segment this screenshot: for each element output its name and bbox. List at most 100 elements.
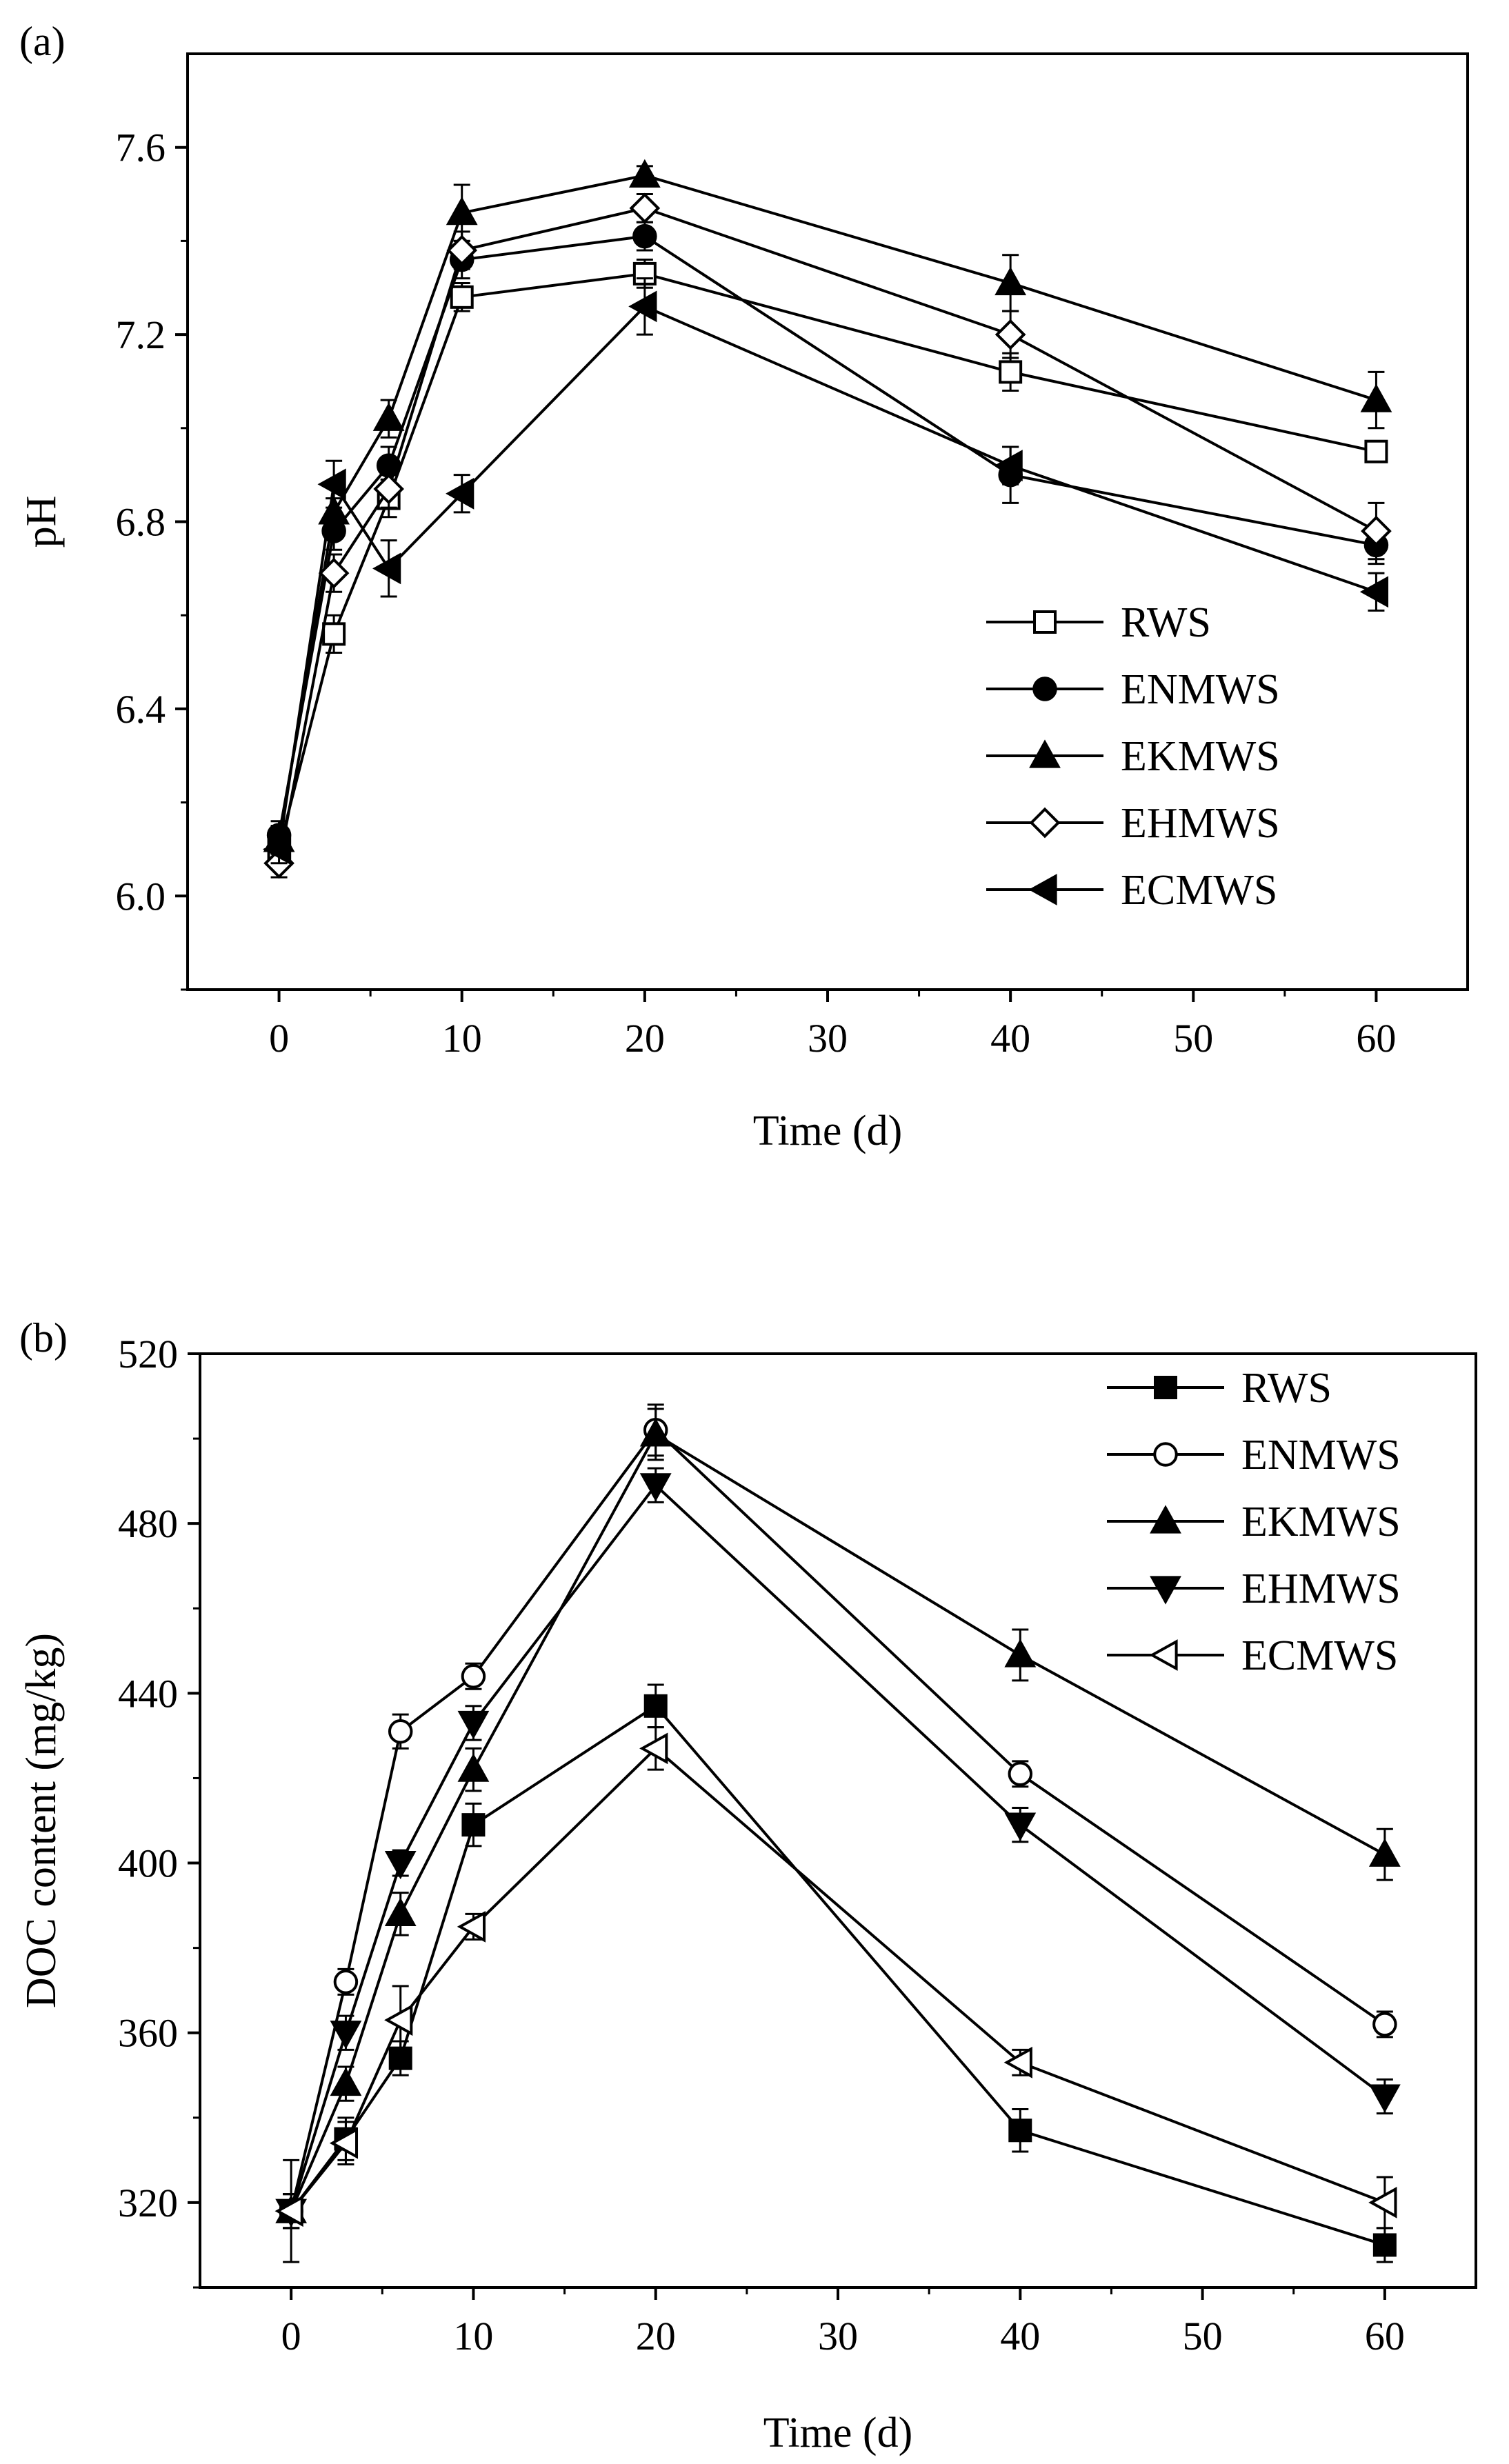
data-point — [639, 1473, 672, 1502]
data-point — [274, 2195, 303, 2227]
x-tick-label: 40 — [990, 1016, 1030, 1061]
data-point — [628, 159, 661, 188]
y-tick-label: 6.4 — [116, 687, 166, 732]
legend-item: ENMWS — [1107, 1432, 1401, 1479]
data-point — [372, 552, 401, 585]
data-point — [457, 1910, 486, 1943]
y-tick-label: 360 — [118, 2011, 178, 2056]
legend-marker — [1033, 610, 1057, 634]
data-point — [995, 319, 1026, 350]
legend-item: RWS — [1107, 1365, 1332, 1412]
data-point — [446, 234, 478, 266]
y-tick-label: 7.6 — [116, 126, 166, 170]
y-tick-label: 400 — [118, 1841, 178, 1886]
data-point — [333, 1970, 359, 1994]
data-point — [330, 2067, 362, 2096]
legend-marker — [1028, 874, 1057, 905]
legend-item: ECMWS — [986, 867, 1277, 914]
series-line — [290, 1428, 1386, 2212]
legend-marker — [1029, 807, 1061, 839]
data-point — [999, 360, 1023, 384]
data-point — [1008, 2119, 1032, 2143]
panel-b: (b) 0 10 20 30 40 50 60 320 360 400 440 480 520 Time (… — [18, 1315, 1477, 2456]
legend-marker — [1149, 1639, 1178, 1671]
legend-marker — [1154, 1376, 1177, 1399]
data-point — [639, 1732, 668, 1765]
legend-marker — [1150, 1576, 1181, 1605]
x-tick-label: 10 — [453, 2314, 493, 2358]
x-tick-label: 20 — [636, 2314, 676, 2358]
y-tick-label: 440 — [118, 1671, 178, 1716]
legend-label: ECMWS — [1241, 1632, 1398, 1679]
data-point — [461, 1813, 486, 1837]
data-point — [1361, 515, 1392, 547]
data-point — [632, 223, 657, 249]
y-axis-title: DOC content (mg/kg) — [18, 1633, 65, 2008]
data-point — [322, 622, 346, 646]
y-tick-label: 7.2 — [116, 312, 166, 357]
panel-label: (b) — [19, 1315, 68, 1361]
data-point — [1368, 1838, 1401, 1867]
data-point — [629, 192, 661, 224]
x-tick-label: 10 — [442, 1016, 482, 1061]
legend-label: RWS — [1121, 599, 1211, 646]
series-ehmws — [275, 1467, 1401, 2230]
legend: RWS ENMWS EKMWS EHMWS ECMWS — [1107, 1365, 1401, 1679]
data-point — [373, 473, 404, 505]
data-point — [384, 2004, 413, 2036]
x-tick-label: 0 — [281, 2314, 301, 2358]
data-point — [262, 833, 292, 865]
legend-label: ENMWS — [1121, 666, 1280, 713]
x-tick-label: 50 — [1183, 2314, 1223, 2358]
data-point — [628, 290, 657, 323]
x-tick-label: 40 — [1000, 2314, 1040, 2358]
series-enmws — [279, 1403, 1397, 2230]
data-point — [1359, 576, 1389, 608]
legend-label: ENMWS — [1241, 1432, 1401, 1479]
legend-marker — [1150, 1505, 1181, 1534]
legend-marker — [1029, 739, 1061, 768]
legend-item: EHMWS — [986, 800, 1280, 847]
series-line — [290, 1432, 1386, 2212]
data-point — [318, 496, 350, 525]
data-point — [446, 477, 474, 510]
y-tick-label: 320 — [118, 2181, 178, 2225]
legend-label: EHMWS — [1241, 1565, 1401, 1612]
data-point — [317, 468, 346, 501]
series-line — [290, 1746, 1386, 2212]
data-point — [643, 1694, 668, 1718]
y-tick-label: 6.0 — [116, 874, 166, 919]
data-point — [1372, 2233, 1397, 2257]
data-point — [1364, 439, 1388, 463]
legend-label: ECMWS — [1121, 867, 1277, 914]
data-point — [639, 1418, 672, 1447]
x-tick-label: 0 — [269, 1016, 289, 1061]
data-point — [995, 266, 1027, 296]
data-point — [372, 402, 405, 431]
data-point — [1004, 1812, 1037, 1841]
data-point — [1004, 1639, 1037, 1667]
data-point — [457, 1753, 490, 1782]
plot-frame — [199, 1352, 1477, 2289]
x-axis-title: Time (d) — [753, 1108, 902, 1154]
legend-item: EKMWS — [986, 733, 1280, 780]
data-point — [1372, 2012, 1397, 2037]
panel-label: (a) — [19, 19, 66, 64]
legend-item: ECMWS — [1107, 1632, 1398, 1679]
x-tick-label: 30 — [818, 2314, 858, 2358]
x-axis-title: Time (d) — [763, 2410, 912, 2456]
x-tick-label: 20 — [625, 1016, 665, 1061]
legend-marker — [1153, 1442, 1178, 1467]
data-point — [388, 1719, 413, 1744]
data-point — [1003, 2046, 1032, 2079]
panel-a: (a) 0 10 20 30 40 50 60 6.0 6.4 6.8 7.2 7.6 Time (d) p… — [18, 19, 1469, 1154]
data-point — [457, 1710, 490, 1740]
legend-label: RWS — [1241, 1365, 1332, 1412]
legend-marker — [1032, 677, 1057, 701]
data-point — [461, 1663, 486, 1689]
series-ecmws — [262, 277, 1389, 865]
data-point — [329, 2127, 359, 2159]
series-ekmws — [275, 1408, 1401, 2230]
y-tick-label: 6.8 — [116, 500, 166, 545]
